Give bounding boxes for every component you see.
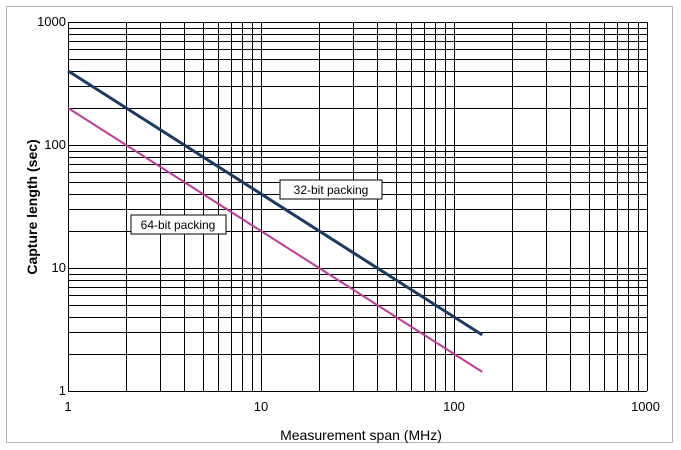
series-lines [67, 69, 484, 373]
x-tick-labels: 1 10 100 1000 [64, 399, 660, 414]
x-axis-title: Measurement span (MHz) [280, 427, 442, 443]
x-tick-label: 100 [443, 399, 465, 414]
y-axis-label: Capture length (sec) [24, 139, 40, 274]
x-tick-label: 10 [254, 399, 268, 414]
y-tick-label: 1 [59, 383, 66, 398]
annotation-32bit-box [279, 179, 383, 200]
annotation-32bit-label: 32-bit packing [294, 183, 369, 197]
annotation-32bit: 32-bit packing [279, 179, 383, 200]
chart-frame [6, 6, 673, 443]
x-axis-label: Measurement span (MHz) [280, 427, 442, 443]
annotation-64bit: 64-bit packing [130, 214, 227, 235]
series-line-64bit [67, 107, 483, 373]
y-tick-label: 100 [44, 137, 66, 152]
annotation-64bit-box [130, 214, 227, 235]
x-tick-label: 1000 [631, 399, 660, 414]
y-axis-title: Capture length (sec) [24, 139, 40, 274]
grid [68, 22, 648, 392]
annotation-64bit-label: 64-bit packing [141, 218, 216, 232]
y-tick-label: 1000 [37, 14, 66, 29]
y-tick-label: 10 [52, 260, 66, 275]
x-tick-label: 1 [64, 399, 71, 414]
series-line-32bit [67, 69, 484, 337]
y-tick-labels: 1 10 100 1000 [37, 14, 66, 398]
